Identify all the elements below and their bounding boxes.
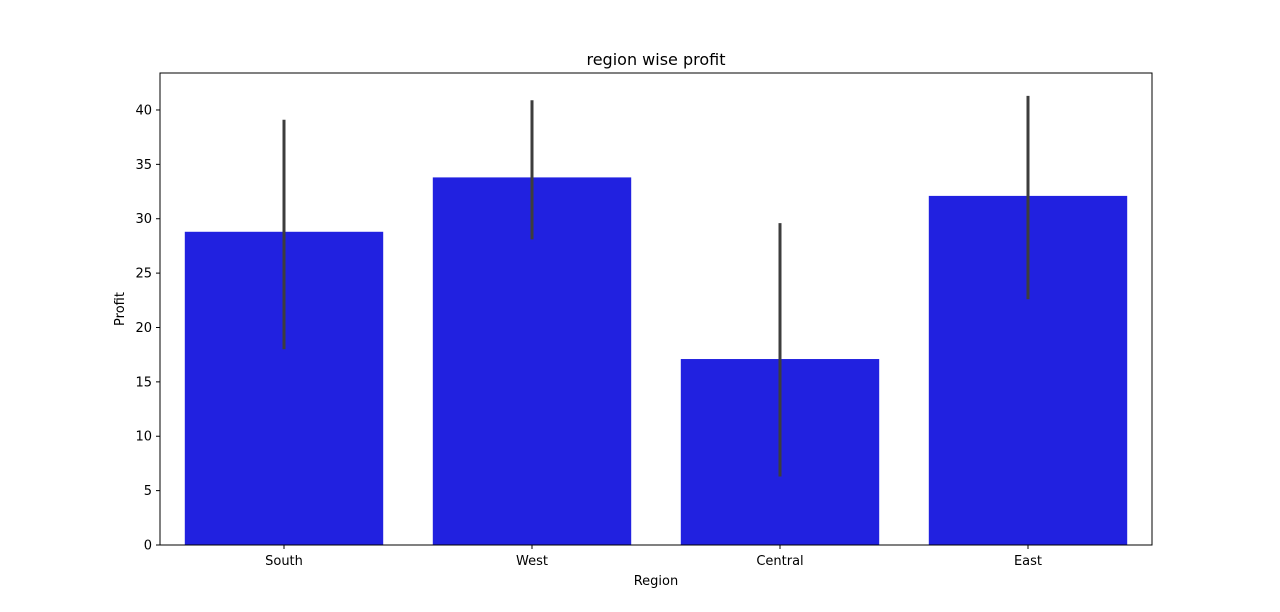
y-tick-label-25: 25 bbox=[135, 267, 152, 282]
x-tick-label-central: Central bbox=[756, 554, 803, 569]
y-tick-label-35: 35 bbox=[135, 158, 152, 173]
x-tick-label-east: East bbox=[1014, 554, 1042, 569]
y-axis: 0 5 10 15 20 25 30 35 40 bbox=[135, 103, 160, 554]
x-axis-label: Region bbox=[634, 574, 679, 589]
x-tick-label-west: West bbox=[516, 554, 548, 569]
plot-frame bbox=[159, 72, 1153, 546]
x-axis: South West Central East bbox=[265, 545, 1042, 569]
y-tick-label-15: 15 bbox=[135, 375, 152, 390]
y-tick-label-5: 5 bbox=[144, 484, 152, 499]
y-axis-label: Profit bbox=[113, 292, 128, 326]
y-tick-label-30: 30 bbox=[135, 212, 152, 227]
errorbars-group bbox=[282, 95, 1030, 477]
y-tick-label-0: 0 bbox=[144, 539, 152, 554]
y-tick-label-10: 10 bbox=[135, 430, 152, 445]
y-tick-label-20: 20 bbox=[135, 321, 152, 336]
bars-group bbox=[184, 177, 1128, 546]
y-tick-label-40: 40 bbox=[135, 103, 152, 118]
chart-title: region wise profit bbox=[586, 50, 725, 69]
x-tick-label-south: South bbox=[265, 554, 303, 569]
